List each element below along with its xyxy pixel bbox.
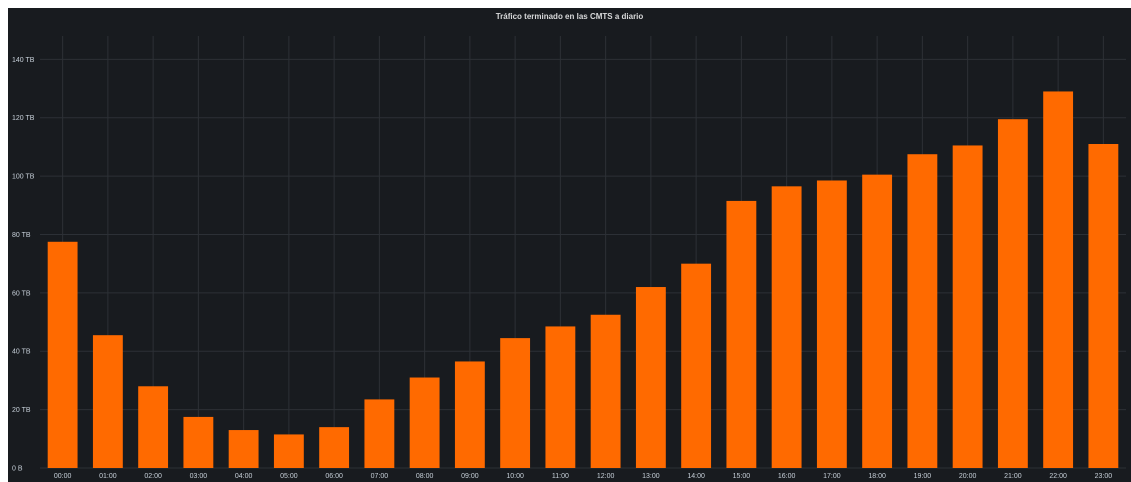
bar-0900[interactable] bbox=[454, 361, 485, 468]
y-tick-label: 60 TB bbox=[12, 290, 31, 297]
x-axis-ticks: 00:00 01:00 02:00 03:00 04:00 05:00 06:00 07:00… bbox=[54, 473, 1112, 480]
x-tick-label: 09:00 bbox=[461, 473, 479, 480]
bar-0400[interactable] bbox=[228, 430, 259, 468]
bar-1000[interactable] bbox=[500, 338, 531, 468]
x-tick-label: 14:00 bbox=[687, 473, 705, 480]
y-tick-label: 100 TB bbox=[12, 174, 35, 181]
chart-panel: Tráfico terminado en las CMTS a diario 0… bbox=[8, 8, 1131, 482]
bar-0000[interactable] bbox=[47, 241, 78, 468]
bar-0300[interactable] bbox=[183, 416, 214, 468]
y-tick-label: 40 TB bbox=[12, 349, 31, 356]
y-tick-label: 0 B bbox=[12, 466, 23, 473]
x-tick-label: 04:00 bbox=[235, 473, 253, 480]
x-tick-label: 12:00 bbox=[597, 473, 615, 480]
x-tick-label: 19:00 bbox=[914, 473, 932, 480]
bar-1400[interactable] bbox=[681, 263, 712, 468]
x-tick-label: 23:00 bbox=[1095, 473, 1113, 480]
bar-1900[interactable] bbox=[907, 154, 938, 468]
bars bbox=[47, 91, 1119, 469]
y-tick-label: 120 TB bbox=[12, 115, 35, 122]
bar-2300[interactable] bbox=[1088, 144, 1119, 468]
bar-chart: 0 B 20 TB 40 TB 60 TB 80 TB 100 TB 120 TB 140 T… bbox=[12, 36, 1126, 480]
bar-0800[interactable] bbox=[409, 377, 440, 468]
x-tick-label: 03:00 bbox=[190, 473, 208, 480]
bar-2000[interactable] bbox=[952, 145, 983, 468]
x-tick-label: 17:00 bbox=[823, 473, 841, 480]
bar-0100[interactable] bbox=[92, 335, 123, 468]
bar-0700[interactable] bbox=[364, 399, 395, 468]
x-tick-label: 10:00 bbox=[506, 473, 524, 480]
y-axis-ticks: 0 B 20 TB 40 TB 60 TB 80 TB 100 TB 120 TB 140 T… bbox=[12, 57, 35, 473]
bar-1500[interactable] bbox=[726, 200, 757, 468]
bar-2200[interactable] bbox=[1043, 91, 1074, 468]
x-tick-label: 02:00 bbox=[144, 473, 162, 480]
bar-1800[interactable] bbox=[862, 174, 893, 468]
x-tick-label: 01:00 bbox=[99, 473, 117, 480]
x-tick-label: 06:00 bbox=[325, 473, 343, 480]
chart-title: Tráfico terminado en las CMTS a diario bbox=[495, 12, 644, 21]
x-tick-label: 11:00 bbox=[552, 473, 569, 480]
bar-1200[interactable] bbox=[590, 314, 621, 468]
bar-0500[interactable] bbox=[273, 434, 304, 468]
x-tick-label: 13:00 bbox=[642, 473, 660, 480]
x-tick-label: 07:00 bbox=[371, 473, 389, 480]
y-tick-label: 20 TB bbox=[12, 407, 31, 414]
x-tick-label: 18:00 bbox=[868, 473, 886, 480]
x-tick-label: 20:00 bbox=[959, 473, 977, 480]
x-tick-label: 00:00 bbox=[54, 473, 72, 480]
x-tick-label: 05:00 bbox=[280, 473, 298, 480]
x-tick-label: 22:00 bbox=[1049, 473, 1067, 480]
x-tick-label: 15:00 bbox=[733, 473, 751, 480]
y-tick-label: 80 TB bbox=[12, 232, 31, 239]
bar-1700[interactable] bbox=[816, 180, 847, 468]
bar-2100[interactable] bbox=[997, 119, 1028, 469]
bar-0600[interactable] bbox=[319, 427, 350, 468]
bar-1300[interactable] bbox=[635, 287, 666, 468]
x-tick-label: 16:00 bbox=[778, 473, 796, 480]
x-tick-label: 21:00 bbox=[1004, 473, 1022, 480]
bar-1100[interactable] bbox=[545, 326, 576, 468]
x-tick-label: 08:00 bbox=[416, 473, 434, 480]
y-tick-label: 140 TB bbox=[12, 57, 35, 64]
bar-0200[interactable] bbox=[138, 386, 169, 468]
bar-1600[interactable] bbox=[771, 186, 802, 468]
